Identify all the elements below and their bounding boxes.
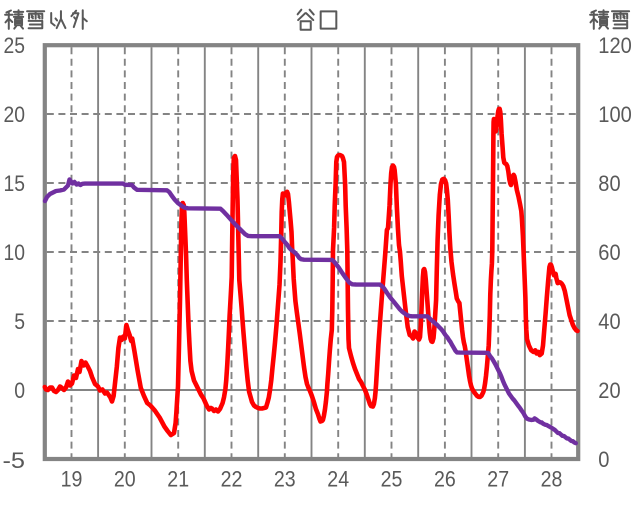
svg-text:28: 28: [541, 467, 563, 492]
svg-text:10: 10: [4, 240, 26, 265]
svg-text:25: 25: [381, 467, 403, 492]
svg-text:26: 26: [434, 467, 456, 492]
svg-text:60: 60: [598, 240, 620, 265]
svg-text:40: 40: [598, 309, 620, 334]
svg-text:15: 15: [4, 171, 26, 196]
svg-text:-5: -5: [3, 448, 26, 473]
svg-text:0: 0: [598, 447, 609, 472]
svg-text:22: 22: [221, 467, 243, 492]
svg-text:21: 21: [167, 467, 189, 492]
svg-text:27: 27: [487, 467, 509, 492]
svg-text:20: 20: [114, 467, 136, 492]
svg-text:5: 5: [14, 309, 25, 334]
svg-text:24: 24: [327, 467, 349, 492]
svg-text:25: 25: [4, 33, 26, 58]
svg-text:100: 100: [598, 102, 632, 127]
svg-text:23: 23: [274, 467, 296, 492]
svg-text:80: 80: [598, 171, 620, 196]
svg-text:0: 0: [14, 378, 25, 403]
svg-text:20: 20: [4, 102, 26, 127]
svg-text:19: 19: [61, 467, 83, 492]
svg-text:20: 20: [598, 378, 620, 403]
svg-text:120: 120: [598, 33, 632, 58]
